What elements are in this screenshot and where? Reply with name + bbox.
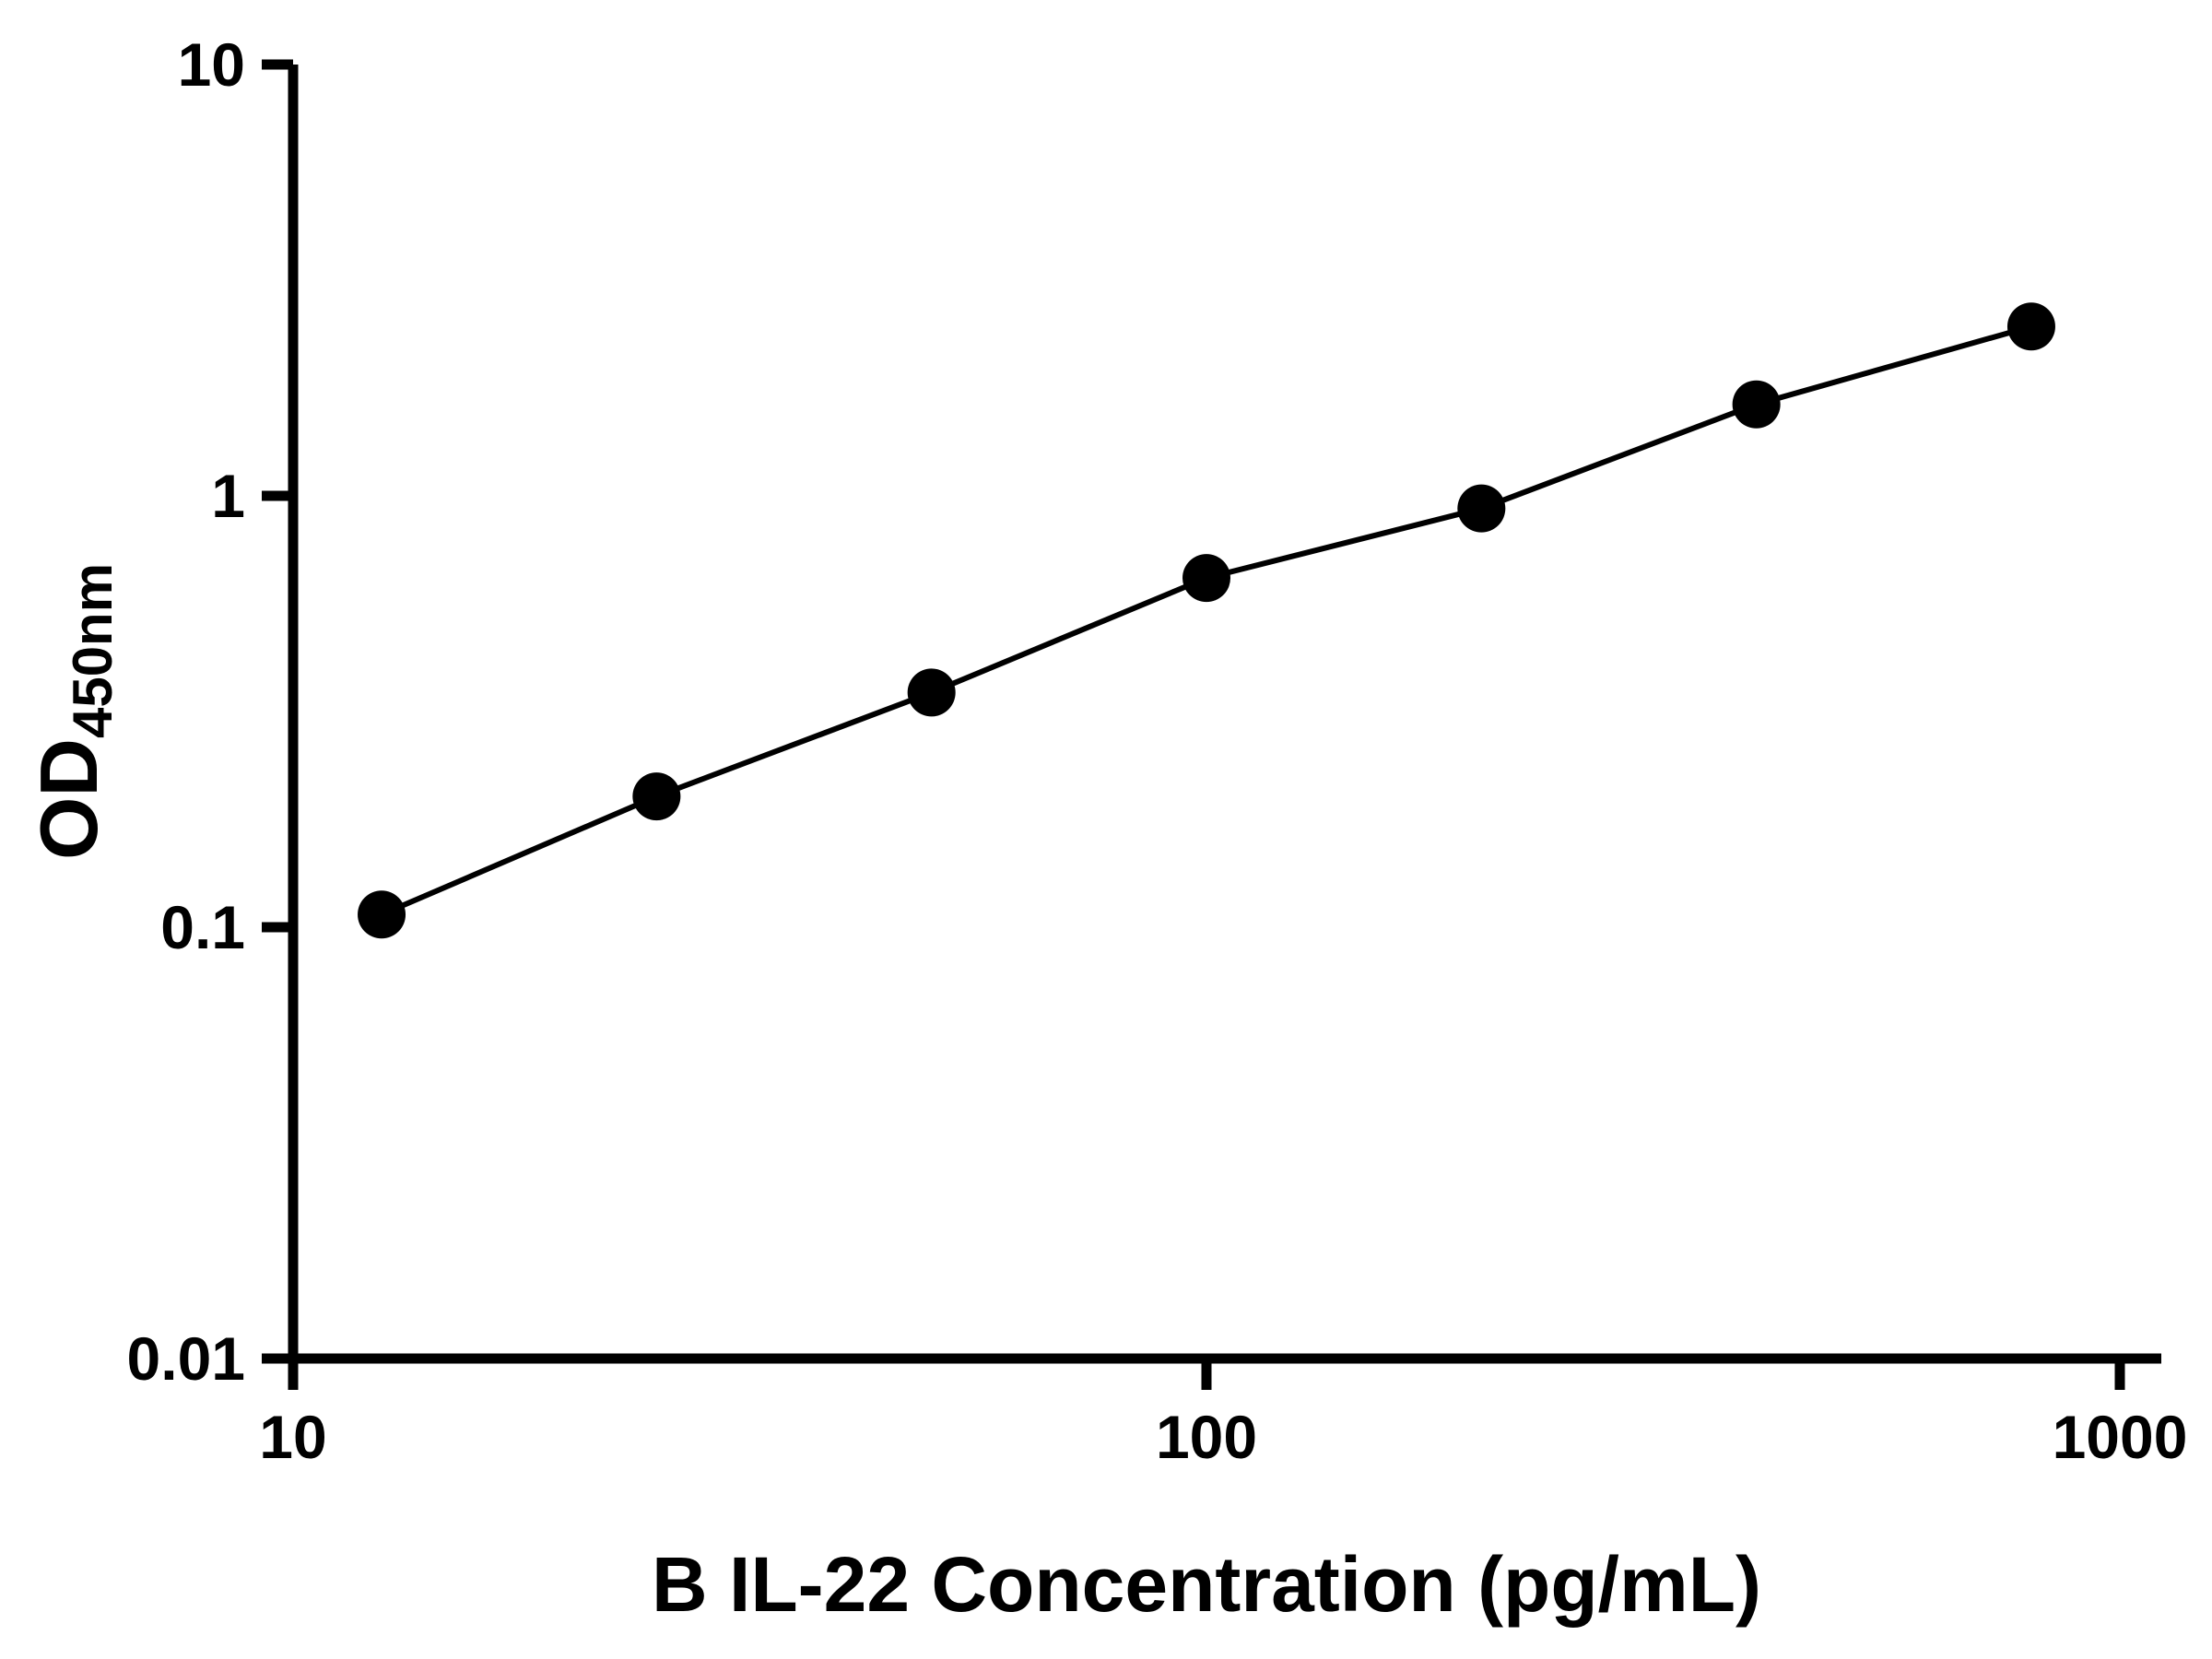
curve-line [379,324,2034,918]
x-tick-label: 1000 [2053,1403,2188,1471]
data-point [1732,380,1781,429]
y-tick-label: 1 [211,462,245,530]
data-point [1457,484,1506,533]
x-tick-label: 100 [1156,1403,1257,1471]
x-axis-label: B IL-22 Concentration (pg/mL) [652,1541,1761,1628]
data-point [632,772,681,821]
data-point [907,668,956,717]
y-axis-label: OD450nm [23,563,124,860]
y-axis-label-main: OD [23,738,114,860]
x-tick-label: 10 [259,1403,326,1471]
y-tick-label: 0.1 [160,893,245,961]
y-axis-label-subscript: 450nm [62,563,124,738]
data-point [358,890,406,939]
y-tick-label: 10 [178,30,245,99]
data-point [2006,302,2055,351]
y-tick-label: 0.01 [127,1324,245,1393]
data-point [1182,554,1230,603]
